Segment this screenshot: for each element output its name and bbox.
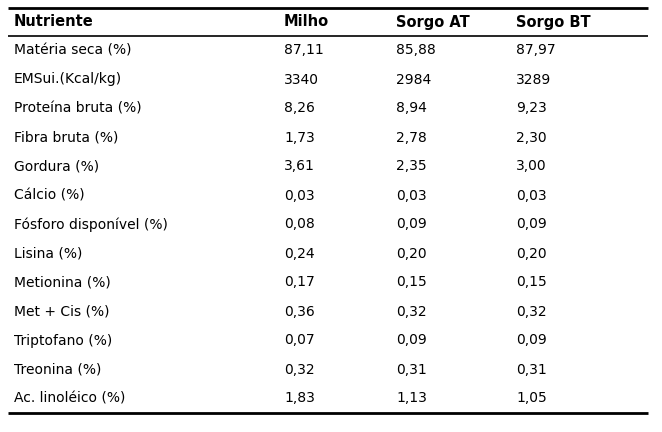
Text: Treonina (%): Treonina (%)	[14, 362, 101, 377]
Text: Metionina (%): Metionina (%)	[14, 276, 111, 289]
Text: 0,20: 0,20	[396, 247, 426, 260]
Text: Proteína bruta (%): Proteína bruta (%)	[14, 102, 142, 115]
Text: Nutriente: Nutriente	[14, 15, 94, 29]
Text: Matéria seca (%): Matéria seca (%)	[14, 44, 132, 57]
Text: 2,35: 2,35	[396, 159, 426, 174]
Text: Sorgo BT: Sorgo BT	[516, 15, 591, 29]
Text: 1,13: 1,13	[396, 391, 427, 406]
Text: 0,31: 0,31	[396, 362, 427, 377]
Text: 0,32: 0,32	[396, 305, 426, 318]
Text: Sorgo AT: Sorgo AT	[396, 15, 470, 29]
Text: 0,15: 0,15	[516, 276, 547, 289]
Text: 8,26: 8,26	[284, 102, 315, 115]
Text: Triptofano (%): Triptofano (%)	[14, 334, 113, 347]
Text: Fibra bruta (%): Fibra bruta (%)	[14, 130, 118, 144]
Text: 0,32: 0,32	[284, 362, 314, 377]
Text: 3,61: 3,61	[284, 159, 315, 174]
Text: 1,05: 1,05	[516, 391, 547, 406]
Text: 87,11: 87,11	[284, 44, 324, 57]
Text: 0,32: 0,32	[516, 305, 547, 318]
Text: 0,36: 0,36	[284, 305, 314, 318]
Text: 3,00: 3,00	[516, 159, 547, 174]
Text: 0,31: 0,31	[516, 362, 547, 377]
Text: 0,15: 0,15	[396, 276, 427, 289]
Text: EMSui.(Kcal/kg): EMSui.(Kcal/kg)	[14, 73, 122, 86]
Text: 2,78: 2,78	[396, 130, 427, 144]
Text: 87,97: 87,97	[516, 44, 555, 57]
Text: Gordura (%): Gordura (%)	[14, 159, 99, 174]
Text: Ac. linoléico (%): Ac. linoléico (%)	[14, 391, 125, 406]
Text: 0,03: 0,03	[516, 188, 547, 203]
Text: 0,03: 0,03	[396, 188, 426, 203]
Text: 0,09: 0,09	[516, 334, 547, 347]
Text: 2,30: 2,30	[516, 130, 547, 144]
Text: 0,03: 0,03	[284, 188, 314, 203]
Text: Met + Cis (%): Met + Cis (%)	[14, 305, 109, 318]
Text: 0,09: 0,09	[516, 217, 547, 232]
Text: 0,08: 0,08	[284, 217, 314, 232]
Text: 9,23: 9,23	[516, 102, 547, 115]
Text: 8,94: 8,94	[396, 102, 427, 115]
Text: Milho: Milho	[284, 15, 329, 29]
Text: Cálcio (%): Cálcio (%)	[14, 188, 85, 203]
Text: 2984: 2984	[396, 73, 431, 86]
Text: 85,88: 85,88	[396, 44, 436, 57]
Text: Fósforo disponível (%): Fósforo disponível (%)	[14, 217, 168, 232]
Text: 0,07: 0,07	[284, 334, 314, 347]
Text: 0,24: 0,24	[284, 247, 314, 260]
Text: 0,20: 0,20	[516, 247, 547, 260]
Text: 1,83: 1,83	[284, 391, 315, 406]
Text: 0,09: 0,09	[396, 217, 427, 232]
Text: 0,09: 0,09	[396, 334, 427, 347]
Text: 3340: 3340	[284, 73, 319, 86]
Text: Lisina (%): Lisina (%)	[14, 247, 82, 260]
Text: 3289: 3289	[516, 73, 551, 86]
Text: 1,73: 1,73	[284, 130, 314, 144]
Text: 0,17: 0,17	[284, 276, 314, 289]
